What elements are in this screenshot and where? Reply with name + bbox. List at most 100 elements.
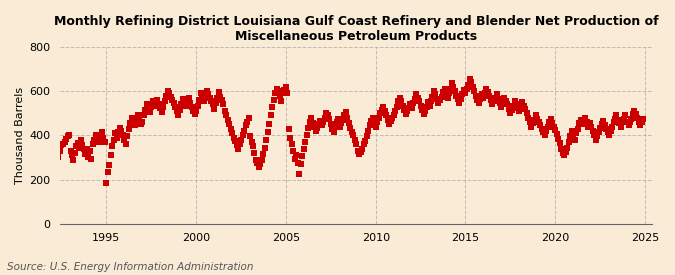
Point bbox=[92, 136, 103, 141]
Point bbox=[489, 99, 500, 103]
Point bbox=[233, 146, 244, 151]
Point bbox=[225, 126, 236, 131]
Point bbox=[468, 84, 479, 89]
Point bbox=[198, 99, 209, 103]
Point bbox=[463, 82, 474, 87]
Point bbox=[242, 120, 252, 124]
Point bbox=[479, 91, 490, 96]
Point bbox=[53, 155, 64, 160]
Point bbox=[566, 129, 577, 133]
Point bbox=[538, 130, 549, 134]
Point bbox=[435, 98, 446, 102]
Point bbox=[502, 102, 513, 107]
Point bbox=[128, 120, 138, 124]
Point bbox=[475, 97, 486, 101]
Point bbox=[324, 117, 335, 121]
Point bbox=[140, 108, 151, 112]
Point bbox=[310, 129, 321, 133]
Point bbox=[231, 143, 242, 147]
Point bbox=[227, 131, 238, 135]
Point bbox=[376, 108, 387, 112]
Point bbox=[605, 129, 616, 133]
Point bbox=[484, 94, 495, 98]
Point bbox=[366, 119, 377, 123]
Point bbox=[433, 101, 444, 106]
Point bbox=[256, 158, 267, 162]
Point bbox=[71, 144, 82, 148]
Point bbox=[559, 153, 570, 158]
Point bbox=[258, 152, 269, 156]
Point bbox=[168, 101, 179, 106]
Point bbox=[263, 130, 273, 134]
Point bbox=[202, 92, 213, 97]
Point bbox=[136, 122, 146, 127]
Point bbox=[63, 133, 74, 138]
Point bbox=[610, 117, 620, 121]
Point bbox=[568, 133, 578, 138]
Point bbox=[572, 126, 583, 131]
Point bbox=[327, 126, 338, 131]
Point bbox=[624, 120, 635, 124]
Point bbox=[344, 121, 354, 125]
Point bbox=[161, 94, 171, 98]
Point bbox=[183, 96, 194, 100]
Point bbox=[78, 146, 89, 151]
Point bbox=[61, 136, 72, 141]
Point bbox=[275, 94, 286, 98]
Point bbox=[361, 134, 372, 139]
Point bbox=[454, 101, 465, 106]
Point bbox=[216, 98, 227, 102]
Point bbox=[173, 113, 184, 118]
Point bbox=[570, 131, 581, 135]
Point bbox=[103, 170, 113, 174]
Point bbox=[597, 119, 608, 123]
Point bbox=[219, 109, 230, 113]
Point bbox=[399, 108, 410, 112]
Point bbox=[192, 103, 203, 108]
Point bbox=[205, 96, 215, 100]
Point bbox=[151, 101, 161, 106]
Point bbox=[342, 116, 352, 120]
Point bbox=[74, 145, 85, 150]
Point bbox=[477, 92, 487, 97]
Point bbox=[119, 138, 130, 142]
Point bbox=[586, 124, 597, 129]
Point bbox=[394, 96, 405, 100]
Point bbox=[141, 102, 152, 107]
Point bbox=[131, 118, 142, 122]
Point bbox=[580, 116, 591, 120]
Point bbox=[505, 111, 516, 116]
Point bbox=[415, 103, 426, 108]
Point bbox=[213, 90, 224, 94]
Point bbox=[288, 148, 299, 153]
Point bbox=[50, 144, 61, 148]
Point bbox=[206, 99, 217, 103]
Point bbox=[77, 143, 88, 147]
Point bbox=[369, 120, 379, 124]
Point bbox=[200, 94, 211, 98]
Point bbox=[375, 111, 385, 116]
Point bbox=[638, 117, 649, 121]
Point bbox=[86, 156, 97, 161]
Point bbox=[122, 134, 133, 139]
Point bbox=[134, 119, 144, 123]
Point bbox=[83, 155, 94, 160]
Point bbox=[165, 95, 176, 99]
Point bbox=[590, 138, 601, 142]
Point bbox=[98, 135, 109, 140]
Point bbox=[529, 118, 540, 122]
Point bbox=[176, 102, 186, 107]
Point bbox=[323, 113, 333, 118]
Point bbox=[464, 77, 475, 81]
Point bbox=[381, 113, 392, 118]
Point bbox=[354, 152, 364, 156]
Point bbox=[360, 139, 371, 143]
Point bbox=[595, 125, 605, 130]
Point bbox=[117, 133, 128, 138]
Point bbox=[617, 120, 628, 124]
Point bbox=[104, 163, 115, 167]
Point bbox=[565, 134, 576, 139]
Point bbox=[630, 112, 641, 117]
Point bbox=[223, 122, 234, 127]
Point bbox=[576, 122, 587, 127]
